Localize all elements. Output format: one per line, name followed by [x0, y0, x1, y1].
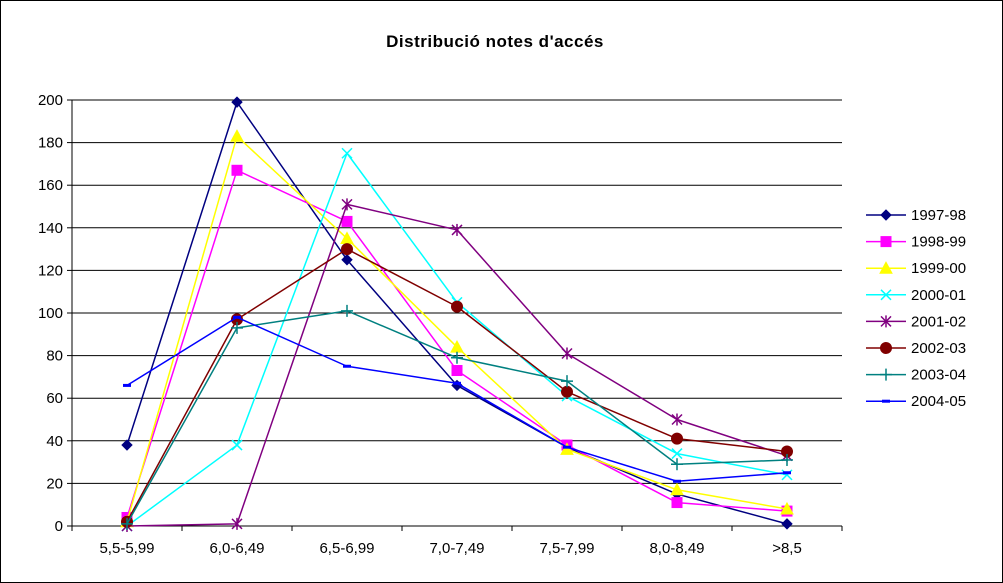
legend-item: 1998-99 [866, 234, 966, 251]
legend-item: 2003-04 [866, 367, 966, 384]
legend-item: 2002-03 [866, 340, 966, 357]
series-2004-05 [123, 315, 791, 483]
legend-label: 2004-05 [911, 393, 966, 410]
data-point [123, 383, 131, 387]
data-point [780, 501, 794, 515]
legend-item: 2004-05 [866, 393, 966, 410]
y-tick-label: 140 [38, 220, 63, 237]
data-point [561, 385, 573, 398]
data-point [233, 315, 241, 319]
data-point [341, 215, 353, 227]
data-point [341, 243, 353, 256]
legend-marker [880, 236, 892, 248]
data-point [121, 439, 133, 451]
data-point [671, 448, 683, 460]
legend-label: 1997-98 [911, 207, 966, 224]
data-point [671, 458, 683, 471]
data-point [673, 479, 681, 483]
x-tick-label: 6,5-6,99 [319, 540, 374, 557]
legend-label: 2001-02 [911, 313, 966, 330]
y-tick-label: 160 [38, 177, 63, 194]
data-point [230, 129, 244, 142]
data-point [670, 482, 684, 496]
x-tick-label: 8,0-8,49 [649, 540, 704, 557]
marker-stroke [671, 448, 683, 460]
data-point [341, 304, 353, 317]
legend-label: 1998-99 [911, 234, 966, 251]
data-point [341, 198, 353, 211]
y-tick-label: 120 [38, 262, 63, 279]
legend-item: 2001-02 [866, 313, 966, 330]
x-tick-label: 6,0-6,49 [209, 540, 264, 557]
legend-label: 2002-03 [911, 340, 966, 357]
legend-label: 1999-00 [911, 260, 966, 277]
plot-area: 0 20 40 60 80 100 120 140 160 180 200 5,5-5,99 6,0-6… [38, 92, 843, 557]
y-tick-label: 40 [46, 433, 63, 450]
data-point [671, 432, 683, 445]
legend: 1997-98 1998-99 1999-00 2000-01 2001-02 2002-… [866, 207, 966, 410]
legend-item: 1999-00 [866, 260, 966, 277]
data-point [671, 413, 683, 426]
data-point [561, 347, 573, 360]
data-point [451, 300, 463, 313]
data-point [451, 223, 463, 236]
legend-marker [880, 368, 892, 381]
data-point [453, 381, 461, 385]
legend-marker [879, 261, 893, 274]
legend-marker [880, 315, 892, 328]
data-point [231, 439, 243, 451]
data-point [343, 364, 351, 368]
series-2003-04 [121, 304, 793, 530]
y-tick-label: 200 [38, 92, 63, 109]
legend-item: 1997-98 [866, 207, 966, 224]
x-tick-label: 7,5-7,99 [539, 540, 594, 557]
x-tick-label: >8,5 [772, 540, 802, 557]
data-point [561, 375, 573, 388]
x-tick-label: 5,5-5,99 [99, 540, 154, 557]
data-point [231, 96, 243, 108]
legend-marker [880, 342, 892, 354]
y-tick-label: 80 [46, 348, 63, 365]
y-tick-label: 180 [38, 135, 63, 152]
data-point [231, 164, 243, 176]
marker-stroke [231, 439, 243, 451]
x-tick-label: 7,0-7,49 [429, 540, 484, 557]
series-2002-03 [121, 243, 793, 528]
chart-title: Distribució notes d'accés [386, 32, 604, 51]
data-point [451, 365, 463, 377]
data-point [781, 453, 793, 466]
data-point [231, 517, 243, 530]
data-point [783, 471, 791, 475]
legend-label: 2000-01 [911, 287, 966, 304]
legend-label: 2003-04 [911, 367, 966, 384]
data-point [781, 518, 793, 530]
y-tick-label: 100 [38, 305, 63, 322]
marker-stroke [341, 147, 353, 159]
data-point [451, 351, 463, 364]
data-point [121, 517, 133, 530]
data-point [341, 254, 353, 266]
legend-marker [880, 289, 892, 301]
legend-item: 2000-01 [866, 287, 966, 304]
marker-stroke [880, 289, 892, 301]
data-point [563, 445, 571, 449]
data-point [671, 497, 683, 509]
y-tick-label: 0 [55, 518, 63, 535]
y-tick-label: 60 [46, 390, 63, 407]
data-point [341, 147, 353, 159]
data-point [231, 321, 243, 334]
y-tick-label: 20 [46, 475, 63, 492]
legend-marker [882, 399, 890, 403]
legend-marker [880, 209, 892, 221]
